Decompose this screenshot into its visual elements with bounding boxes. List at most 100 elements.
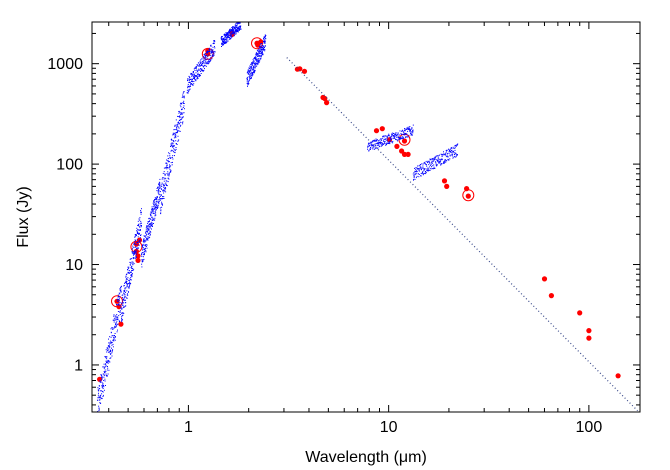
- spectrum-point: [158, 193, 160, 195]
- spectrum-point: [163, 184, 164, 186]
- spectrum-point: [199, 75, 201, 77]
- spectrum-point: [117, 311, 119, 312]
- spectrum-point: [126, 293, 128, 295]
- spectrum-point: [225, 37, 227, 39]
- spectrum-point: [431, 168, 433, 170]
- spectrum-point: [265, 38, 267, 40]
- spectrum-point: [173, 145, 175, 147]
- spectrum-point: [224, 34, 226, 36]
- spectrum-point: [175, 135, 177, 137]
- spectrum-point: [130, 267, 132, 269]
- spectrum-point: [174, 125, 176, 127]
- spectrum-point: [144, 247, 146, 249]
- spectrum-point: [259, 50, 261, 52]
- spectrum-point: [134, 234, 136, 235]
- spectrum-point: [134, 239, 136, 241]
- spectrum-point: [179, 116, 181, 118]
- spectrum-point: [252, 63, 254, 65]
- y-tick-label: 100: [56, 157, 83, 174]
- spectrum-point: [392, 135, 394, 137]
- spectrum-point: [247, 78, 249, 80]
- spectrum-point: [112, 346, 114, 348]
- spectrum-point: [113, 339, 115, 341]
- spectrum-point: [124, 294, 126, 296]
- spectrum-series: [97, 22, 459, 412]
- spectrum-point: [372, 148, 374, 150]
- spectrum-point: [104, 365, 106, 367]
- spectrum-point: [451, 150, 453, 152]
- spectrum-point: [134, 251, 136, 252]
- spectrum-point: [406, 127, 408, 129]
- spectrum-point: [264, 40, 266, 42]
- spectrum-point: [177, 126, 179, 128]
- spectrum-point: [137, 224, 139, 226]
- spectrum-point: [159, 195, 161, 197]
- spectrum-point: [155, 202, 157, 204]
- spectrum-point: [249, 74, 251, 76]
- spectrum-point: [207, 52, 208, 54]
- spectrum-point: [120, 287, 122, 289]
- spectrum-point: [175, 137, 177, 139]
- spectrum-point: [154, 212, 156, 214]
- spectrum-point: [105, 385, 106, 386]
- spectrum-point: [382, 137, 384, 139]
- spectrum-point: [165, 187, 167, 189]
- spectrum-point: [432, 158, 434, 160]
- spectrum-point: [123, 299, 125, 301]
- photometry-point: [548, 293, 555, 299]
- spectrum-point: [146, 245, 147, 247]
- spectrum-point: [204, 65, 206, 67]
- spectrum-point: [128, 267, 130, 269]
- spectrum-point: [392, 135, 394, 136]
- spectrum-point: [134, 253, 136, 255]
- spectrum-point: [157, 187, 159, 189]
- spectrum-point: [123, 306, 125, 307]
- photometry-point: [401, 151, 408, 157]
- spectrum-point: [146, 244, 148, 246]
- spectrum-point: [162, 197, 164, 199]
- spectrum-point: [195, 72, 197, 74]
- spectrum-point: [431, 159, 433, 161]
- spectrum-point: [448, 151, 450, 153]
- x-tick-label: 1: [184, 419, 193, 436]
- spectrum-point: [98, 405, 100, 407]
- spectrum-point: [182, 102, 184, 103]
- spectrum-point: [214, 51, 216, 53]
- spectrum-point: [125, 296, 127, 298]
- spectrum-point: [453, 151, 455, 153]
- spectrum-point: [107, 348, 109, 350]
- spectrum-point: [231, 30, 233, 32]
- spectrum-point: [248, 76, 250, 78]
- spectrum-point: [108, 360, 110, 362]
- spectrum-point: [171, 142, 173, 144]
- spectrum-point: [398, 134, 400, 136]
- spectrum-point: [162, 172, 164, 174]
- spectrum-point: [204, 68, 205, 70]
- spectrum-point: [170, 171, 172, 173]
- spectrum-point: [145, 239, 147, 241]
- spectrum-point: [423, 170, 425, 172]
- spectrum-point: [426, 164, 427, 166]
- spectrum-point: [209, 49, 211, 51]
- spectrum-point: [104, 378, 106, 380]
- spectrum-point: [447, 156, 449, 158]
- spectrum-point: [164, 185, 165, 187]
- spectrum-point: [229, 31, 231, 33]
- spectrum-point: [448, 149, 450, 151]
- spectrum-point: [258, 60, 260, 62]
- spectrum-point: [417, 173, 419, 175]
- spectrum-point: [380, 141, 382, 143]
- spectrum-point: [368, 149, 370, 151]
- spectrum-point: [211, 49, 213, 51]
- spectrum-point: [134, 251, 135, 253]
- spectrum-point: [141, 252, 143, 254]
- spectrum-point: [103, 389, 105, 391]
- spectrum-point: [440, 163, 442, 165]
- spectrum-point: [252, 64, 254, 66]
- spectrum-point: [204, 55, 206, 57]
- spectrum-point: [105, 365, 107, 367]
- spectrum-point: [151, 212, 153, 214]
- spectrum-point: [100, 402, 102, 404]
- spectrum-point: [178, 116, 180, 118]
- spectrum-point: [192, 79, 193, 81]
